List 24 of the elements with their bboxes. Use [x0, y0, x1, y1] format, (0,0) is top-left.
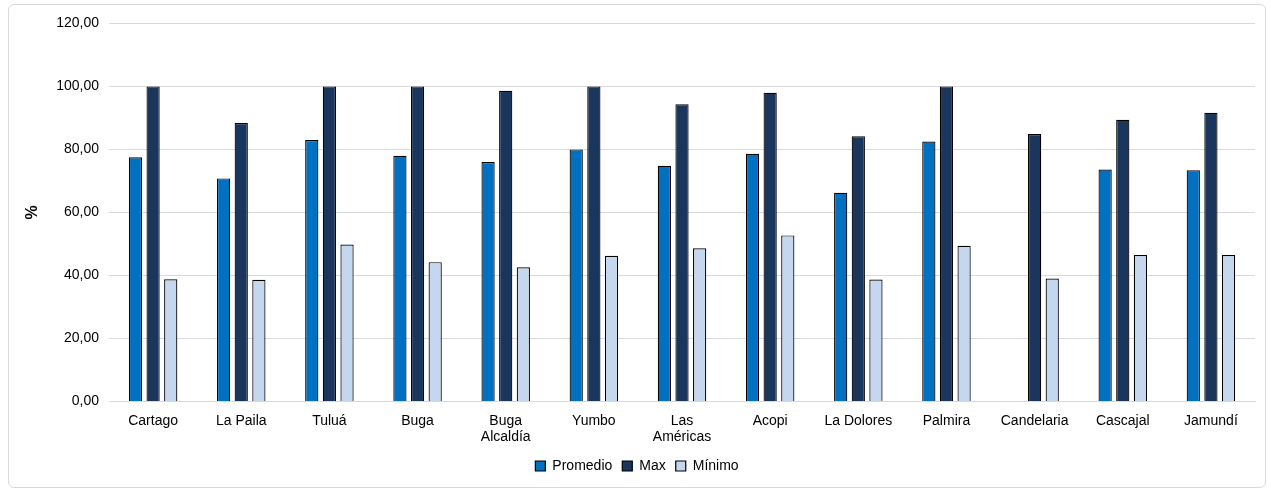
x-tick-label: Jamundí [1184, 411, 1238, 428]
x-tick-label: La Paila [215, 411, 267, 428]
y-tick-label: 80,00 [63, 140, 100, 157]
x-tick-label: Buga [401, 411, 435, 428]
x-tick-label: Cartago [128, 411, 179, 428]
x-tick-label: Las Américas [652, 411, 712, 445]
legend-label: Promedio [552, 456, 613, 473]
y-tick-label: 20,00 [63, 329, 100, 346]
y-tick-label: 120,00 [56, 14, 100, 31]
x-tick-label: Cascajal [1095, 411, 1150, 428]
legend-label: Max [639, 456, 666, 473]
y-axis-title: % [23, 205, 41, 220]
y-tick-label: 60,00 [63, 203, 100, 220]
y-tick-label: 0,00 [71, 392, 100, 409]
x-tick-label: Yumbo [572, 411, 616, 428]
y-tick-label: 100,00 [56, 77, 100, 94]
x-tick-label: Candelaria [1000, 411, 1069, 428]
x-tick-label: Palmira [922, 411, 971, 428]
legend-label: Mínimo [692, 456, 739, 473]
x-tick-label: La Dolores [824, 411, 893, 428]
y-tick-label: 40,00 [63, 266, 100, 283]
x-tick-label: Buga Alcaldía [480, 411, 531, 445]
x-tick-label: Acopi [752, 411, 788, 428]
x-tick-label: Tuluá [312, 411, 347, 428]
